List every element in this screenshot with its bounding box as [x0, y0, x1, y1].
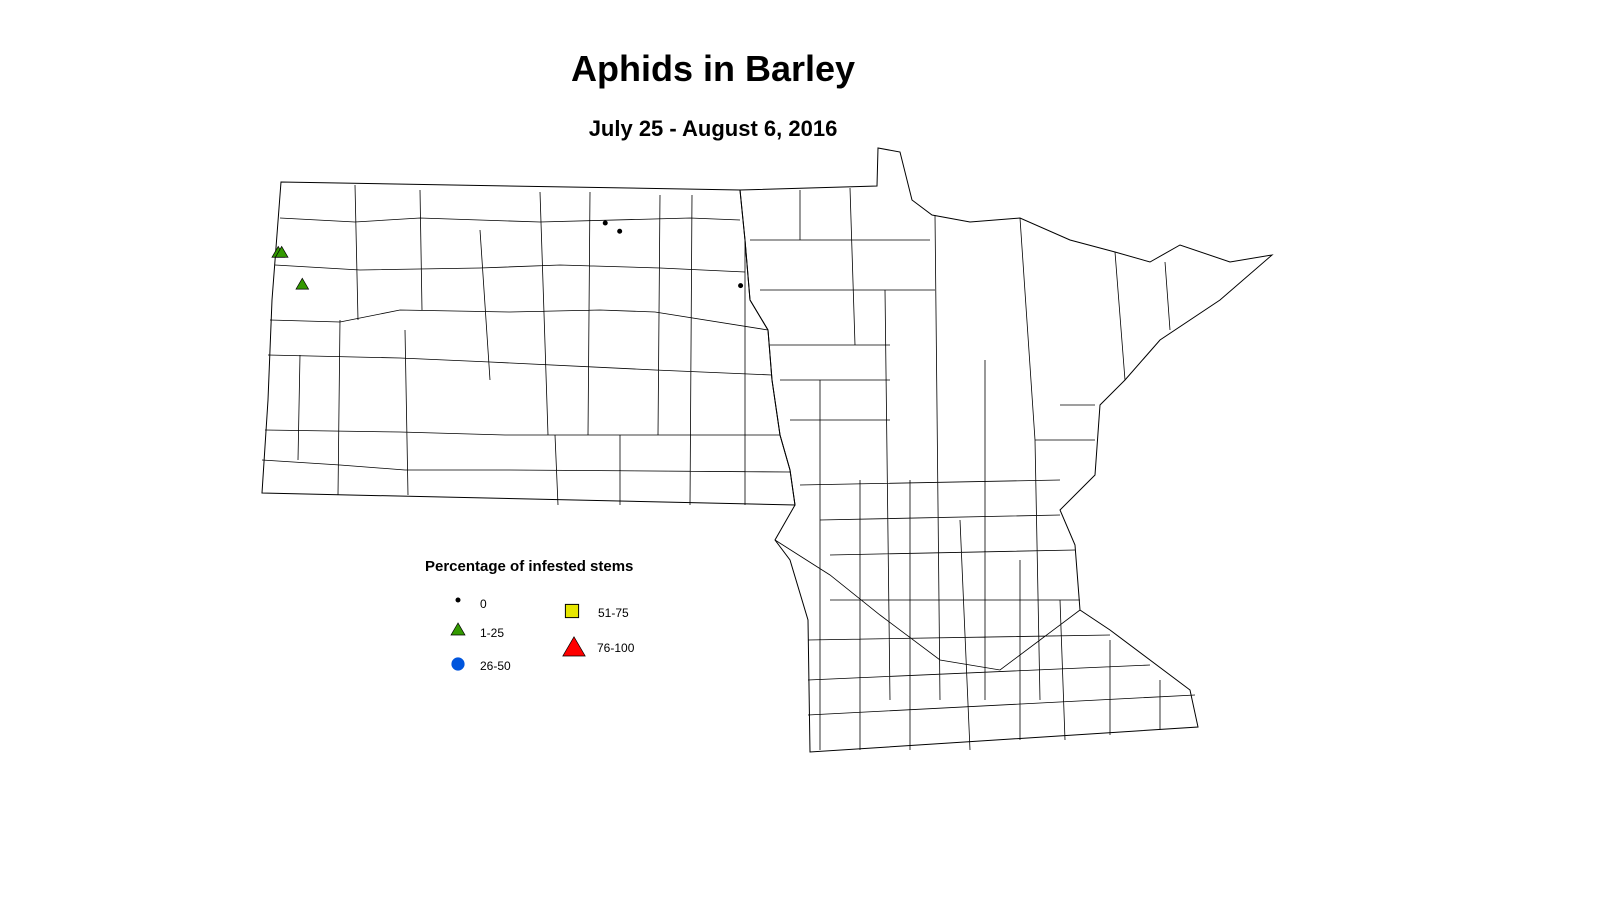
observation-point	[274, 245, 289, 258]
observation-point	[295, 277, 310, 290]
legend-title: Percentage of infested stems	[425, 558, 634, 575]
north-dakota-outline	[261, 181, 796, 506]
map-title: Aphids in Barley	[570, 48, 856, 89]
observation-point	[617, 228, 623, 234]
legend-symbol-51-75	[564, 603, 580, 619]
minnesota-outline	[739, 147, 1274, 753]
legend-symbol-26-50	[451, 657, 465, 671]
legend-label-0: 0	[480, 597, 487, 611]
legend-label-1-25: 1-25	[480, 626, 505, 640]
observation-points	[271, 220, 744, 290]
legend-label-51-75: 51-75	[598, 606, 629, 620]
county-lines	[261, 184, 1196, 751]
legend-symbol-76-100	[562, 636, 586, 657]
legend-symbol-0	[455, 597, 461, 603]
county-boundaries	[261, 147, 1274, 753]
legend-label-76-100: 76-100	[597, 641, 635, 655]
legend-symbols	[450, 597, 586, 671]
observation-point	[738, 283, 744, 289]
map-subtitle: July 25 - August 6, 2016	[588, 116, 838, 141]
legend-symbol-1-25	[450, 622, 466, 636]
observation-point	[602, 220, 608, 226]
legend-label-26-50: 26-50	[480, 659, 511, 673]
